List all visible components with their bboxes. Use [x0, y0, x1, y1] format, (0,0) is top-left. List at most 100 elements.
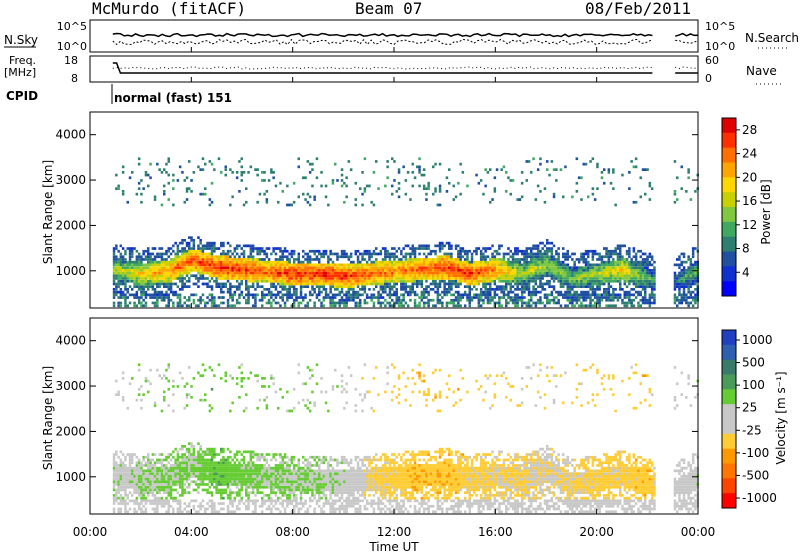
- power-cell: [445, 293, 449, 297]
- power-cell: [564, 290, 567, 294]
- power-cell: [349, 277, 353, 280]
- power-cell: [644, 252, 647, 256]
- power-cell: [591, 192, 595, 196]
- power-cell: [546, 260, 549, 264]
- power-cell: [422, 274, 426, 278]
- power-cell: [190, 239, 193, 242]
- power-cell: [349, 282, 353, 286]
- power-cell: [543, 252, 547, 256]
- power-cell: [249, 279, 253, 283]
- power-cell: [372, 277, 376, 280]
- velocity-cell: [133, 507, 136, 511]
- velocity-cell: [181, 466, 184, 470]
- power-cell: [297, 304, 300, 308]
- power-cell: [436, 277, 440, 280]
- power-cell: [306, 258, 310, 261]
- power-cell: [393, 285, 396, 288]
- power-cell: [416, 277, 419, 280]
- power-cell: [318, 258, 321, 261]
- power-cell: [279, 285, 282, 288]
- power-cell: [404, 274, 408, 278]
- power-cell: [534, 271, 538, 275]
- power-cell: [274, 263, 278, 267]
- power-cell: [352, 288, 355, 291]
- power-cell: [441, 263, 444, 267]
- power-cell: [128, 176, 132, 180]
- power-cell: [131, 247, 134, 250]
- power-cell: [457, 260, 460, 264]
- power-cell: [315, 271, 319, 275]
- power-cell: [438, 190, 442, 193]
- power-cell: [530, 269, 533, 272]
- velocity-cell: [178, 507, 182, 511]
- power-cell: [448, 255, 451, 259]
- power-cell: [511, 296, 515, 299]
- power-cell: [420, 296, 424, 299]
- power-cell: [596, 162, 599, 166]
- power-cell: [520, 304, 524, 308]
- velocity-cell: [151, 469, 155, 473]
- power-cell: [322, 298, 326, 302]
- power-cell: [265, 271, 269, 275]
- power-cell: [290, 252, 294, 256]
- power-cell: [466, 252, 469, 256]
- power-cell: [457, 258, 460, 261]
- power-cell: [176, 263, 180, 267]
- velocity-cell: [135, 466, 139, 470]
- power-cell: [299, 269, 303, 272]
- velocity-cell: [137, 461, 141, 465]
- power-cell: [167, 277, 170, 280]
- power-cell: [391, 266, 394, 269]
- velocity-cell: [121, 371, 125, 375]
- power-cell: [425, 290, 428, 294]
- power-cell: [650, 277, 654, 280]
- power-cell: [313, 249, 316, 253]
- power-cell: [295, 279, 298, 283]
- power-cell: [425, 279, 428, 283]
- power-cell: [363, 252, 367, 256]
- power-cell: [397, 171, 401, 174]
- power-cell: [395, 266, 398, 269]
- power-cell: [582, 298, 585, 302]
- velocity-cell: [158, 480, 161, 484]
- power-cell: [687, 171, 690, 174]
- power-cell: [619, 296, 622, 299]
- power-cell: [425, 263, 428, 267]
- power-cell: [226, 301, 230, 305]
- power-cell: [673, 277, 677, 280]
- power-cell: [484, 168, 487, 171]
- power-cell: [318, 277, 321, 280]
- power-cell: [646, 285, 649, 288]
- velocity-cell: [128, 466, 132, 470]
- power-cell: [457, 290, 460, 294]
- power-cell: [188, 247, 191, 250]
- velocity-cell: [163, 464, 166, 467]
- power-cell: [117, 282, 120, 286]
- power-cell: [147, 173, 150, 177]
- power-cell: [511, 301, 515, 305]
- power-cell: [167, 263, 170, 267]
- power-cell: [308, 266, 312, 269]
- velocity-cell: [112, 475, 116, 478]
- power-cell: [650, 288, 654, 291]
- power-cell: [256, 274, 259, 278]
- power-cell: [639, 195, 642, 199]
- power-cell: [459, 252, 462, 256]
- power-cell: [349, 288, 353, 291]
- power-cell: [530, 260, 533, 264]
- power-cell: [518, 266, 522, 269]
- power-cell: [174, 258, 177, 261]
- power-cell: [322, 296, 326, 299]
- velocity-cell: [156, 368, 159, 372]
- power-cell: [609, 252, 613, 256]
- power-cell: [612, 293, 615, 297]
- velocity-cell: [147, 379, 150, 383]
- power-cell: [176, 304, 180, 308]
- power-cell: [343, 266, 346, 269]
- power-cell: [546, 279, 549, 283]
- power-cell: [680, 269, 683, 272]
- power-cell: [432, 277, 435, 280]
- power-cell: [648, 198, 652, 201]
- power-cell: [343, 277, 346, 280]
- power-cell: [532, 247, 535, 250]
